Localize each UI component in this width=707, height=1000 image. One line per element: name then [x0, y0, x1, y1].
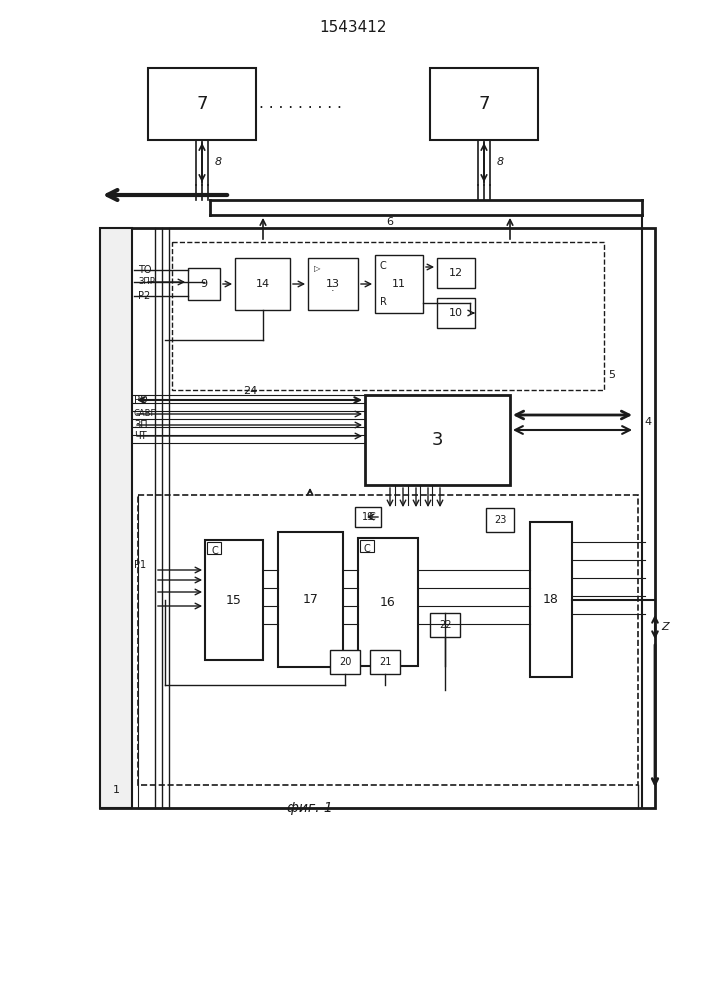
Bar — [188, 268, 220, 300]
Text: 8: 8 — [214, 157, 221, 167]
Text: ЗП: ЗП — [134, 420, 148, 430]
Bar — [355, 507, 381, 527]
Text: ▷: ▷ — [314, 264, 320, 273]
Text: 16: 16 — [380, 595, 396, 608]
Bar — [100, 228, 132, 808]
Text: C: C — [211, 546, 218, 556]
Bar — [235, 258, 290, 310]
Bar — [437, 258, 475, 288]
Bar — [375, 255, 423, 313]
Text: 24: 24 — [243, 386, 257, 396]
Bar — [205, 540, 263, 660]
Text: ЗПР: ЗПР — [138, 277, 155, 286]
Text: 3: 3 — [432, 431, 443, 449]
Text: 10: 10 — [449, 308, 463, 318]
Bar — [365, 395, 510, 485]
Text: 1543412: 1543412 — [320, 20, 387, 35]
Text: ЧТ: ЧТ — [134, 431, 146, 441]
Text: 11: 11 — [392, 279, 406, 289]
Text: 7: 7 — [478, 95, 490, 113]
Bar — [278, 532, 343, 667]
Text: C: C — [380, 261, 387, 271]
Text: 14: 14 — [255, 279, 269, 289]
Text: Р1: Р1 — [134, 560, 146, 570]
Bar — [148, 68, 256, 140]
Text: 23: 23 — [493, 515, 506, 525]
Text: . . . . . . . . .: . . . . . . . . . — [259, 97, 341, 111]
Text: 7: 7 — [197, 95, 208, 113]
Bar — [330, 650, 360, 674]
Text: 9: 9 — [201, 279, 208, 289]
Bar — [437, 298, 475, 328]
Text: 20: 20 — [339, 657, 351, 667]
Text: 12: 12 — [449, 268, 463, 278]
Text: 1: 1 — [112, 785, 119, 795]
Text: фиг. 1: фиг. 1 — [287, 801, 333, 815]
Text: ТО: ТО — [138, 265, 151, 275]
Bar — [370, 650, 400, 674]
Bar — [430, 613, 460, 637]
Bar — [358, 538, 418, 666]
Bar — [138, 495, 638, 785]
Text: 5: 5 — [609, 370, 616, 380]
Bar — [486, 508, 514, 532]
Bar — [207, 542, 221, 554]
Text: Р2: Р2 — [138, 291, 151, 301]
Text: САВП: САВП — [133, 410, 157, 418]
Text: 17: 17 — [303, 593, 318, 606]
Text: 8: 8 — [496, 157, 503, 167]
Text: 6: 6 — [387, 217, 394, 227]
Text: 22: 22 — [439, 620, 451, 630]
Bar — [172, 242, 604, 390]
Text: 15: 15 — [226, 593, 242, 606]
Text: 19: 19 — [362, 512, 374, 522]
Text: R: R — [380, 297, 387, 307]
Bar — [360, 540, 374, 552]
Bar — [530, 522, 572, 677]
Text: C: C — [368, 512, 375, 522]
Bar — [308, 258, 358, 310]
Text: :: : — [331, 283, 335, 293]
Text: 18: 18 — [543, 593, 559, 606]
Text: 4: 4 — [645, 417, 652, 427]
Text: C: C — [364, 544, 370, 554]
Text: РО: РО — [134, 395, 148, 405]
Text: Z: Z — [661, 622, 669, 632]
Text: 21: 21 — [379, 657, 391, 667]
Bar — [430, 68, 538, 140]
Bar — [100, 228, 655, 808]
Text: 13: 13 — [326, 279, 340, 289]
